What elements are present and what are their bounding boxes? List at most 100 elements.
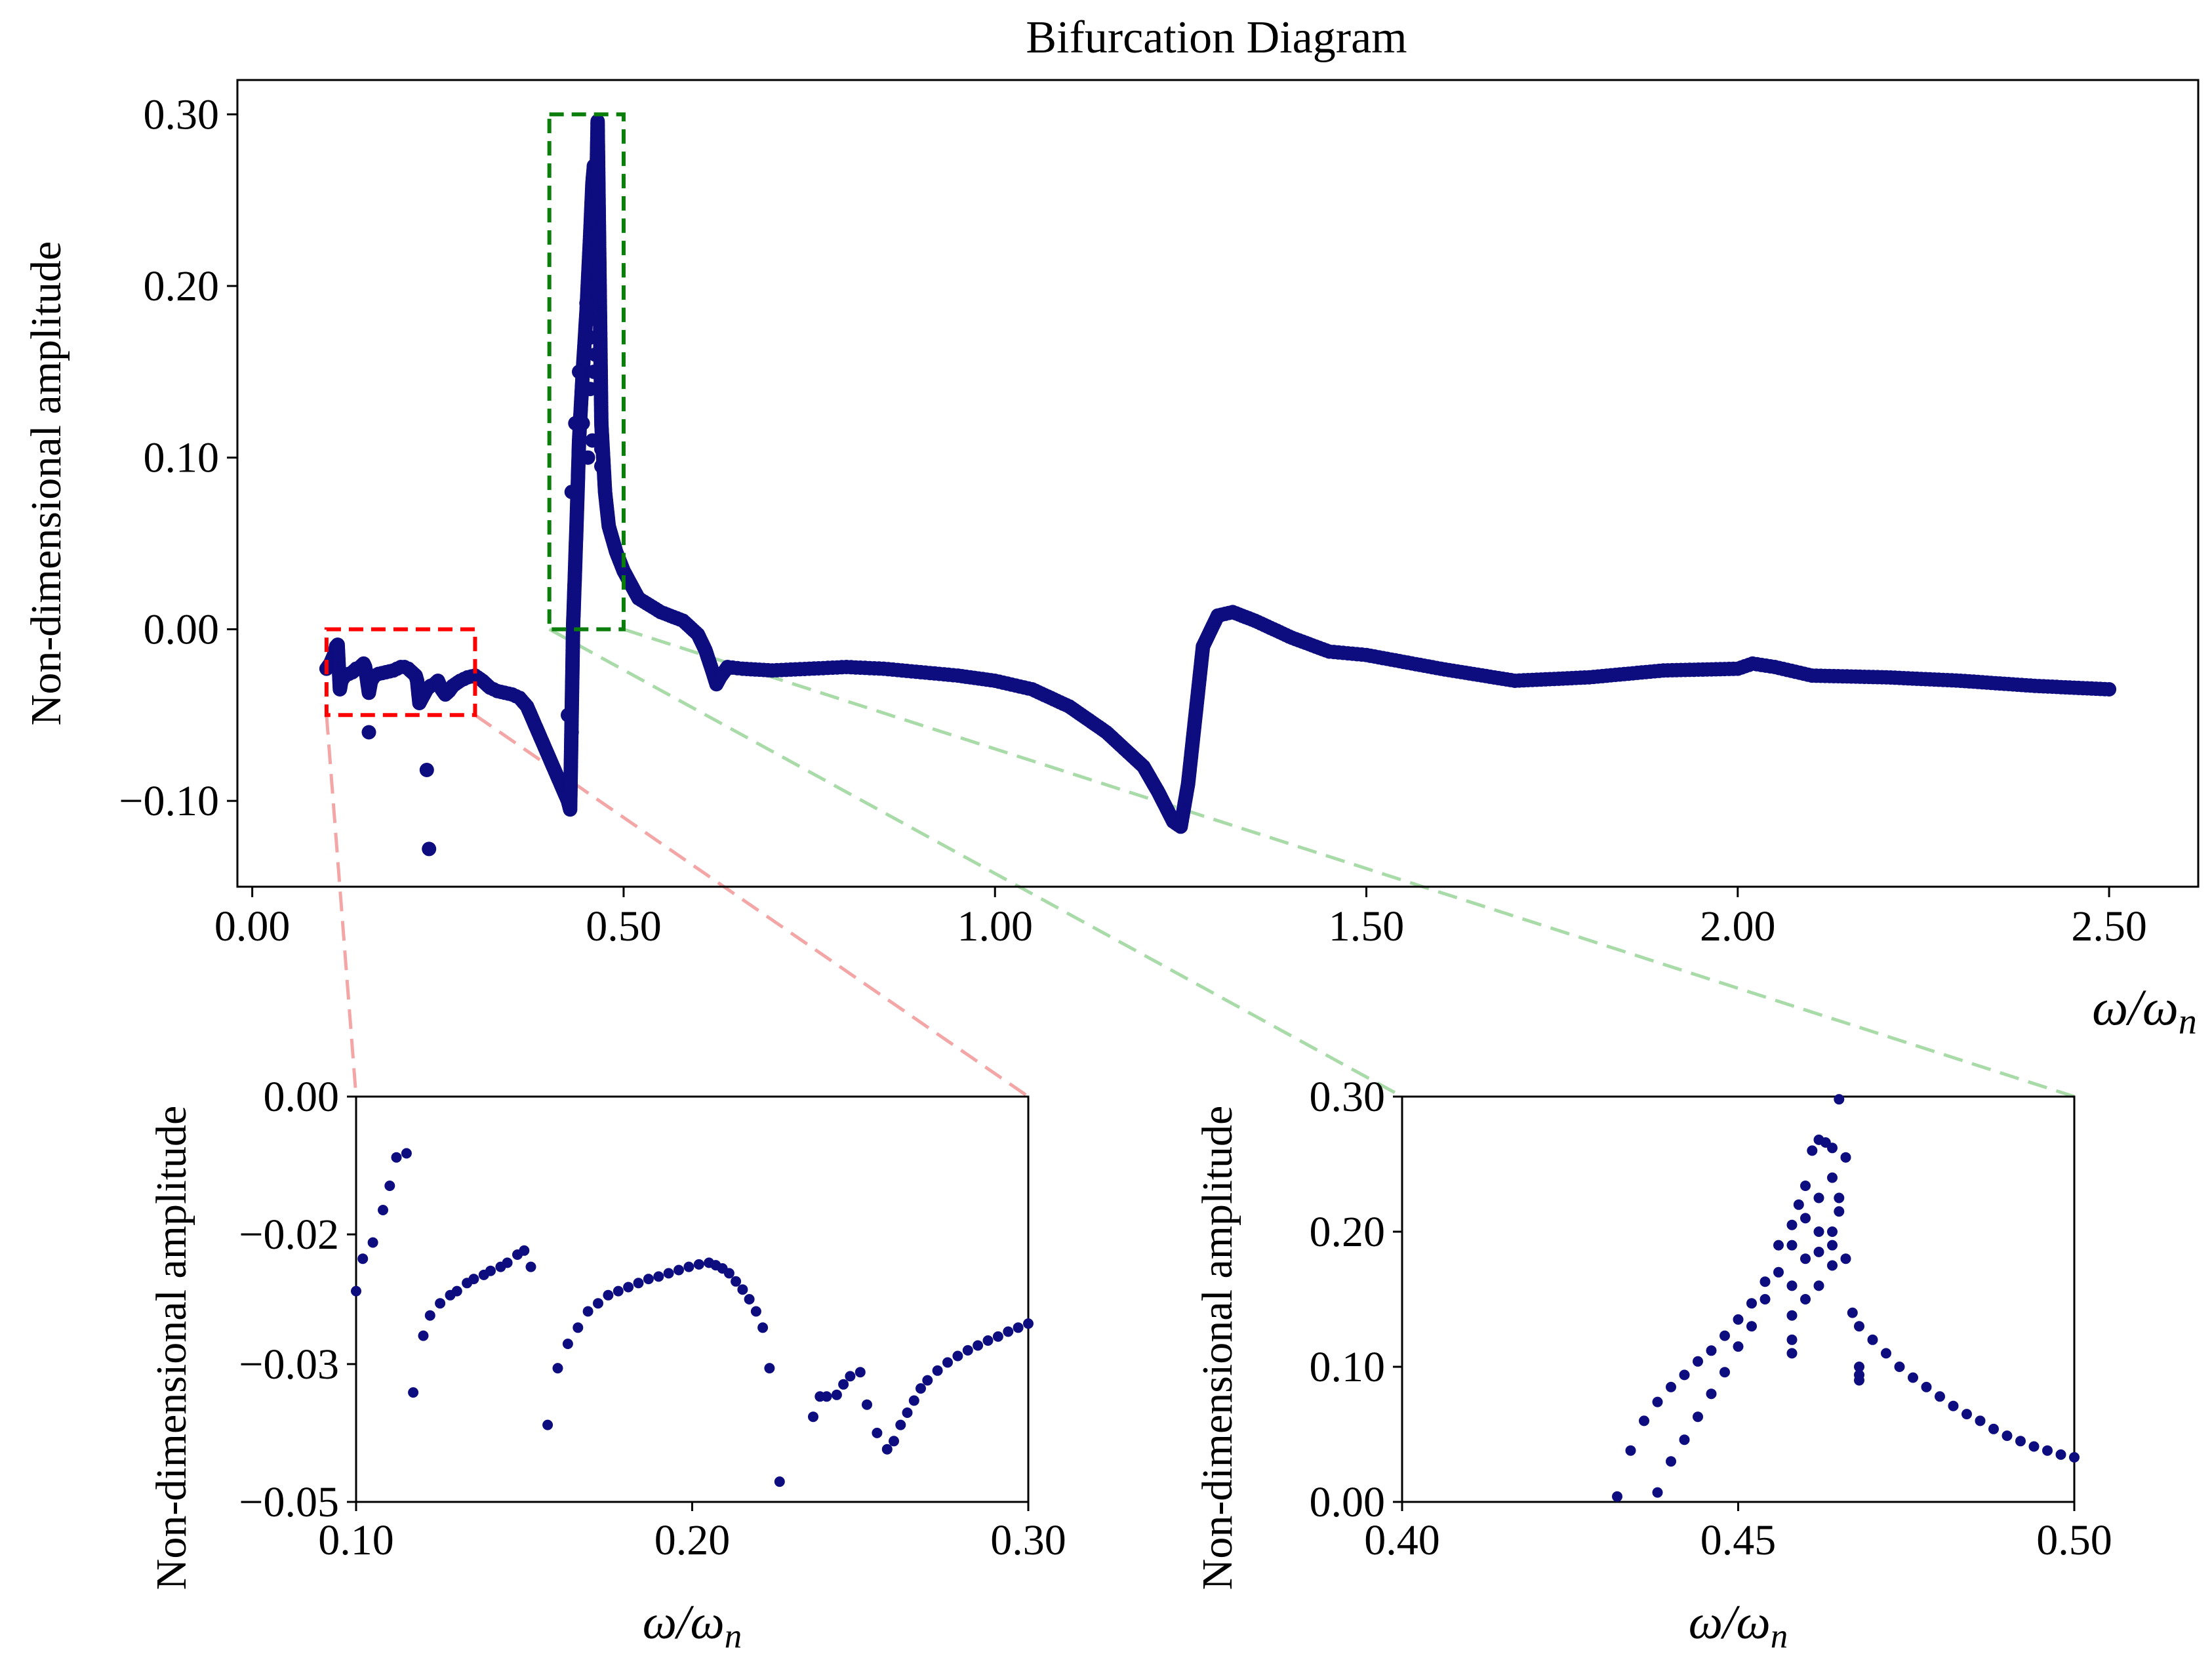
inset-1-xtick-label: 0.10 — [318, 1516, 394, 1564]
main-xtick-label: 1.50 — [1329, 902, 1405, 950]
inset-2-data-point — [1834, 1192, 1845, 1203]
inset-2-data-point — [1786, 1310, 1798, 1321]
inset-2-data-point — [1834, 1094, 1845, 1105]
inset-1-data-point — [623, 1282, 634, 1293]
inset-2-data-point — [1652, 1396, 1663, 1407]
inset-chart-right: 0.40 0.45 0.500.000.100.200.30ω/ωnNon-dime… — [1194, 1073, 2112, 1655]
main-scatter-point — [564, 485, 579, 500]
zoom-region-1-connector-right — [474, 714, 1030, 1099]
inset-1-data-point — [750, 1306, 761, 1317]
inset-2-data-point — [1961, 1409, 1972, 1420]
inset-2-xtick-label: 0.45 — [1700, 1516, 1777, 1564]
inset-1-data-point — [674, 1264, 684, 1276]
inset-1-data-point — [942, 1357, 953, 1368]
inset-1-data-point — [367, 1237, 378, 1248]
inset-1-data-point — [764, 1363, 775, 1374]
inset-1-data-point — [895, 1419, 906, 1430]
main-scatter-point — [590, 313, 605, 328]
inset-2-data-point — [2055, 1449, 2066, 1460]
inset-1-data-point — [821, 1391, 832, 1402]
inset-1-data-point — [757, 1322, 769, 1333]
main-scatter-point — [585, 433, 600, 448]
inset-1-data-point — [384, 1181, 395, 1191]
inset-2-data-point — [1840, 1253, 1851, 1264]
inset-1-data-point — [542, 1419, 553, 1430]
inset-2-data-point — [1813, 1192, 1824, 1203]
inset-1-data-point — [737, 1284, 748, 1295]
zoom-region-2-connector-right — [623, 628, 2075, 1099]
main-scatter-point — [564, 725, 579, 740]
inset-2-data-point — [1854, 1321, 1864, 1332]
inset-2-data-point — [1813, 1226, 1824, 1237]
inset-2-data-point — [1988, 1423, 1999, 1434]
inset-2-data-point — [1706, 1388, 1717, 1400]
inset-2-data-point — [1834, 1206, 1845, 1217]
inset-2-data-point — [1827, 1260, 1838, 1271]
inset-2-data-point — [2069, 1452, 2080, 1463]
inset-2-data-point — [1948, 1400, 1959, 1411]
main-xtick-label: 0.50 — [586, 902, 662, 950]
main-ytick-label: 0.00 — [144, 605, 220, 653]
inset-1-data-point — [573, 1322, 584, 1333]
inset-1-data-point — [525, 1261, 536, 1272]
inset-1-data-point — [915, 1383, 926, 1394]
inset-1-data-point — [744, 1294, 755, 1304]
inset-2-data-point — [1847, 1307, 1858, 1318]
main-xlabel-subscript: n — [2179, 1001, 2197, 1042]
inset-1-data-point — [808, 1411, 818, 1423]
inset-1-data-point — [562, 1339, 573, 1349]
main-scatter-point — [586, 364, 601, 379]
inset-1-data-point — [731, 1276, 742, 1287]
inset-1-ylabel: Non-dimensional amplitude — [148, 1106, 195, 1590]
inset-2-data-point — [1827, 1142, 1838, 1154]
main-scatter-point — [594, 458, 609, 474]
zoom-region-2-box — [547, 112, 626, 632]
inset-2-data-point — [1921, 1381, 1932, 1392]
inset-1-data-point — [582, 1306, 593, 1317]
inset-2-data-point — [1666, 1381, 1676, 1392]
zoom-region-1-connector-left — [325, 715, 358, 1097]
inset-1-data-point — [1003, 1326, 1014, 1337]
inset-1-xtick-label: 0.20 — [654, 1516, 731, 1564]
inset-1-ytick-label: 0.00 — [264, 1073, 340, 1121]
main-scatter-point — [561, 708, 575, 723]
main-ytick-label: 0.10 — [144, 434, 220, 482]
inset-2-data-point — [1894, 1362, 1905, 1372]
inset-2-data-point — [1612, 1491, 1622, 1502]
main-scatter-point — [586, 279, 601, 293]
inset-2-data-point — [1975, 1415, 1986, 1426]
inset-2-xtick-label: 0.40 — [1364, 1516, 1440, 1564]
inset-2-ytick-label: 0.00 — [1310, 1478, 1386, 1526]
inset-1-data-point — [502, 1257, 513, 1268]
inset-2-data-point — [1679, 1434, 1690, 1446]
inset-2-data-point — [2028, 1441, 2040, 1452]
inset-1-data-point — [831, 1389, 842, 1400]
inset-2-data-point — [1679, 1369, 1690, 1381]
inset-1-data-point — [683, 1261, 694, 1272]
main-xtick-label: 1.00 — [957, 902, 1033, 950]
inset-2-ylabel: Non-dimensional amplitude — [1194, 1106, 1241, 1590]
inset-2-ytick-label: 0.20 — [1310, 1208, 1386, 1256]
inset-2-data-point — [1786, 1240, 1798, 1251]
inset-2-data-point — [1854, 1375, 1864, 1386]
inset-2-ytick-label: 0.10 — [1310, 1343, 1386, 1391]
inset-2-data-point — [1908, 1372, 1918, 1383]
inset-2-data-point — [1793, 1199, 1804, 1210]
main-scatter-point — [579, 296, 594, 311]
main-scatter-point — [422, 841, 437, 857]
inset-2-data-point — [2042, 1445, 2053, 1456]
inset-2-data-point — [1827, 1172, 1838, 1183]
main-scatter-point — [588, 244, 603, 259]
inset-1-data-point — [902, 1407, 913, 1418]
inset-1-ytick-label: −0.03 — [239, 1341, 339, 1388]
zoom-region-2-connector-left — [548, 628, 1403, 1099]
main-scatter-point — [361, 725, 376, 740]
inset-1-data-point — [862, 1399, 872, 1410]
inset-1-xlabel: ω/ωn — [643, 1596, 742, 1655]
inset-1-data-point — [451, 1285, 462, 1297]
inset-1-data-point — [378, 1205, 388, 1215]
inset-1-xtick-label: 0.30 — [990, 1516, 1066, 1564]
inset-2-data-point — [1800, 1253, 1811, 1264]
main-chart: 0.00 0.50 1.00 1.50 2.00 2.50 −0.10 0.00 0.10 0.2… — [22, 79, 2200, 1042]
inset-2-data-point — [1854, 1362, 1864, 1372]
